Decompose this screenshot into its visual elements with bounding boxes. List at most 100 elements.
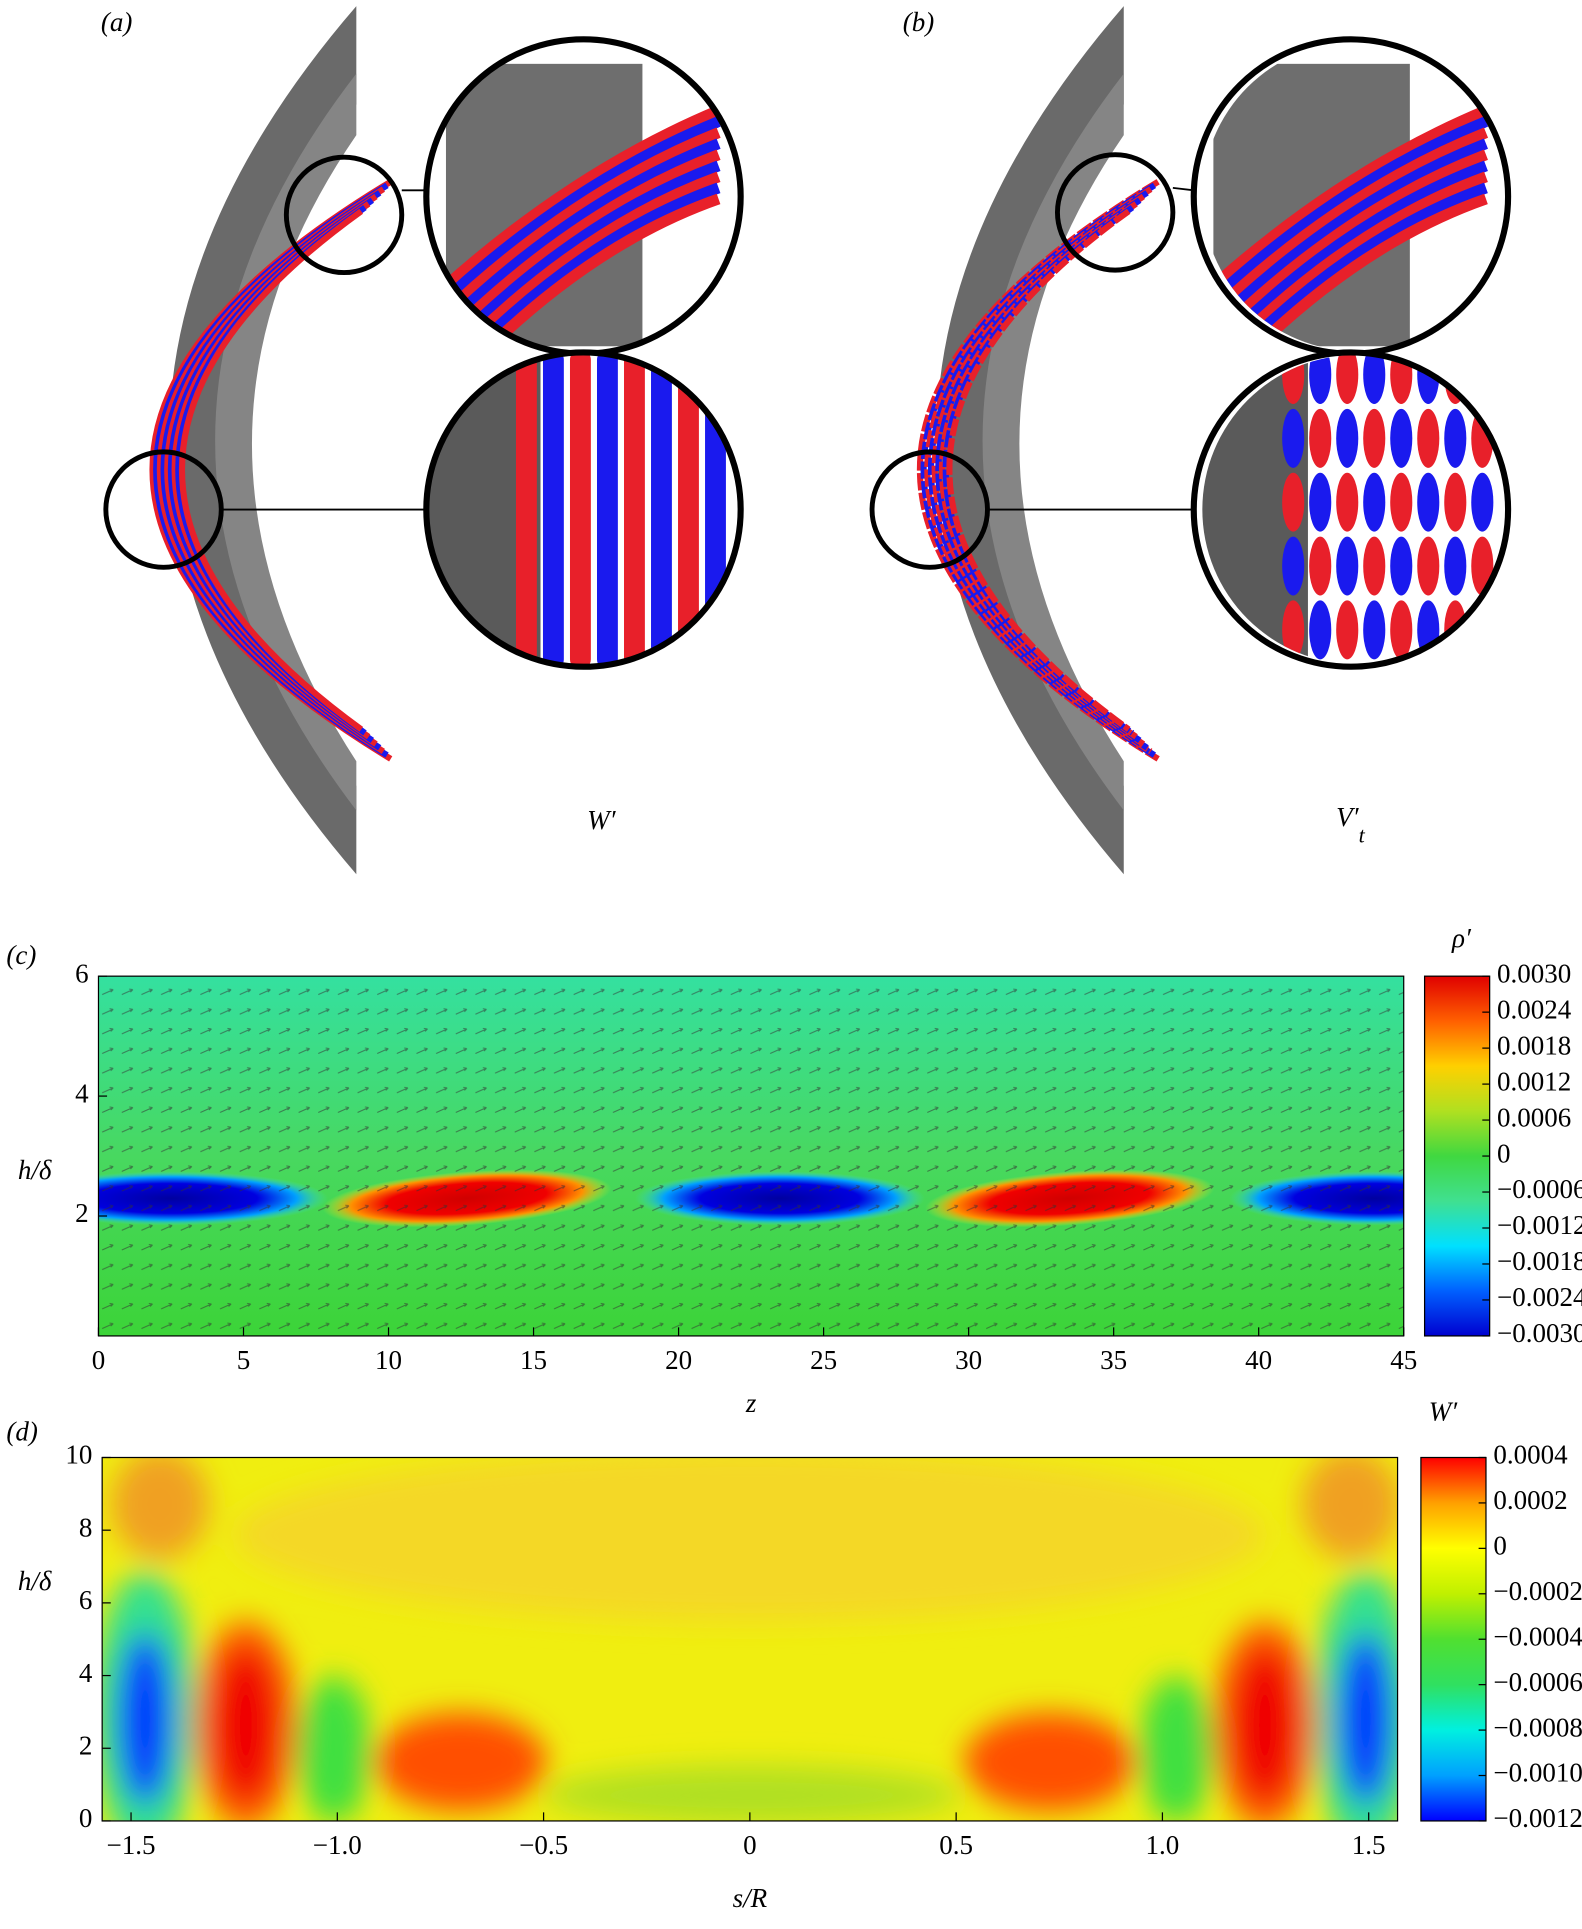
y-axis-label: h/δ	[18, 1155, 52, 1185]
tube	[946, 208, 1131, 732]
x-tick-label: 45	[1390, 1345, 1417, 1375]
zoom-cell	[1390, 536, 1413, 596]
zoom-tube	[432, 127, 721, 326]
zoom-cell	[1363, 472, 1386, 532]
y-tick-label: 10	[65, 1440, 92, 1470]
zoom-cell	[1363, 600, 1386, 660]
colorbar-tick-label: 0.0002	[1493, 1485, 1567, 1515]
x-tick-label: −0.5	[519, 1830, 568, 1860]
zoom-cell	[1471, 472, 1494, 532]
zoom-cell	[1417, 472, 1440, 532]
x-tick-label: 15	[520, 1345, 547, 1375]
zoom-cell	[1309, 600, 1332, 660]
zoom-cell	[1471, 354, 1494, 404]
zoom-tube	[432, 138, 721, 340]
colorbar	[1420, 1456, 1487, 1822]
zoom-view	[1202, 41, 1511, 352]
zoom-cell	[1309, 536, 1332, 596]
colorbar-tick-label: 0.0018	[1497, 1030, 1571, 1060]
zoom-cell	[1444, 472, 1467, 532]
zoom-ring	[103, 449, 224, 570]
zoom-cell	[1417, 536, 1440, 596]
x-tick-label: 40	[1245, 1345, 1272, 1375]
zoom-cell	[1282, 408, 1305, 468]
zoom-cell	[1336, 536, 1359, 596]
colorbar-title: W′	[1429, 1397, 1458, 1427]
colorbar-tick-label: −0.0012	[1497, 1210, 1582, 1240]
colorbar	[1423, 975, 1491, 1337]
x-tick-label: 10	[375, 1345, 402, 1375]
zoom-cell	[1282, 600, 1305, 660]
colorbar-tick-label: 0.0006	[1497, 1102, 1571, 1132]
colorbar-tick-label: 0.0012	[1497, 1066, 1571, 1096]
colorbar-tick-label: −0.0018	[1497, 1246, 1582, 1276]
field-d	[102, 1457, 1398, 1821]
colorbar-tick-label: −0.0006	[1493, 1667, 1582, 1697]
variable-label: V′t	[1336, 802, 1365, 847]
x-tick-label: 0.5	[939, 1830, 973, 1860]
y-tick-label: 2	[75, 1198, 89, 1228]
x-tick-label: 0	[92, 1345, 106, 1375]
zoom-cell	[1444, 408, 1467, 468]
zoom-tube	[432, 182, 721, 352]
zoom-ring	[1054, 152, 1176, 273]
zoom-cell	[1417, 408, 1440, 468]
panel-label: (c)	[6, 940, 36, 970]
zoom-tube	[542, 354, 564, 665]
zoom-cell	[1336, 354, 1359, 404]
x-tick-label: −1.5	[107, 1830, 156, 1860]
panel-label: (d)	[6, 1416, 37, 1446]
x-tick-label: 30	[955, 1345, 982, 1375]
x-tick-label: 20	[665, 1345, 692, 1375]
surface-shade	[215, 73, 357, 811]
zoom-tube	[432, 193, 721, 352]
zoom-cell	[1336, 408, 1359, 468]
zoom-cell	[1336, 600, 1359, 660]
zoom-cell	[1390, 600, 1413, 660]
zoom-cell	[1282, 536, 1305, 596]
x-axis-label: s/R	[733, 1883, 768, 1913]
colorbar-tick-label: −0.0006	[1497, 1174, 1582, 1204]
plot-frame	[97, 975, 1405, 1337]
x-tick-label: 25	[810, 1345, 837, 1375]
zoom-cell	[1444, 536, 1467, 596]
panel-label: (a)	[101, 7, 132, 37]
zoom-tube	[432, 105, 721, 299]
surface	[169, 6, 357, 875]
x-tick-label: 1.5	[1352, 1830, 1386, 1860]
colorbar-tick-label: −0.0012	[1493, 1803, 1582, 1833]
colorbar-tick-label: 0.0004	[1493, 1440, 1568, 1470]
zoom-cell	[1363, 536, 1386, 596]
3d-renderings	[103, 6, 1512, 875]
zoom-tube	[1202, 105, 1489, 299]
zoom-tube	[515, 354, 537, 665]
field-c	[98, 976, 1404, 1336]
colorbar-tick-label: −0.0024	[1497, 1282, 1582, 1312]
y-tick-label: 4	[79, 1658, 93, 1688]
zoom-cell	[1336, 472, 1359, 532]
zoom-tube	[651, 354, 672, 665]
zoom-view	[428, 354, 739, 665]
y-tick-label: 6	[79, 1585, 93, 1615]
x-tick-label: 0	[743, 1830, 757, 1860]
tube	[178, 208, 364, 732]
variable-label: W′	[587, 805, 616, 835]
colorbar-tick-label: −0.0010	[1493, 1758, 1582, 1788]
variable-main: V′	[1336, 802, 1359, 832]
colorbar-tick-label: 0	[1493, 1531, 1507, 1561]
colorbar-tick-label: 0.0024	[1497, 994, 1572, 1024]
colorbar-tick-label: −0.0030	[1497, 1318, 1582, 1348]
x-tick-label: −1.0	[313, 1830, 362, 1860]
zoom-tube	[1202, 182, 1488, 352]
zoom-line	[1172, 186, 1194, 192]
colorbar-tick-label: −0.0004	[1493, 1621, 1582, 1651]
colorbar-tick-label: −0.0008	[1493, 1712, 1582, 1742]
variable-subscript: t	[1359, 822, 1366, 847]
zoom-tube	[678, 354, 699, 665]
surface	[936, 6, 1124, 875]
zoom-cell	[1390, 408, 1413, 468]
colorbar-tick-label: −0.0002	[1493, 1576, 1582, 1606]
surface-shade	[982, 73, 1124, 811]
